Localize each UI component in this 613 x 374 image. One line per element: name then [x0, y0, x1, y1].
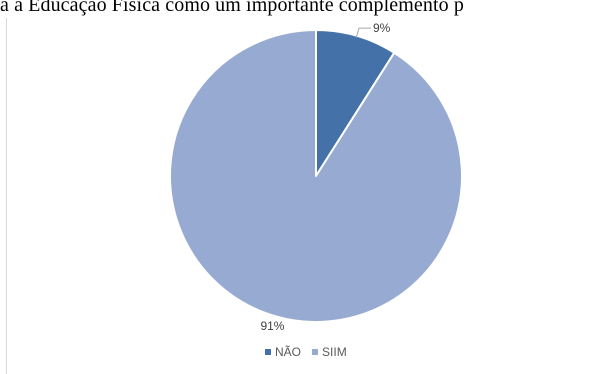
pie-slices: [169, 29, 463, 323]
pie-slice-siim: [169, 29, 463, 323]
chart-title: a a Educação Física como um importante c…: [0, 0, 464, 16]
legend-label-siim: SIIM: [322, 345, 347, 359]
legend-swatch-nao: [265, 349, 271, 355]
chart-frame: [6, 18, 612, 374]
legend: NÃO SIIM: [265, 345, 358, 359]
legend-item-siim: SIIM: [312, 345, 347, 359]
data-label-nao: 9%: [373, 21, 391, 35]
legend-item-nao: NÃO: [265, 345, 301, 359]
pie-data-labels: 9% 91%: [260, 21, 390, 333]
data-label-siim: 91%: [260, 319, 284, 333]
leader-line: [355, 27, 371, 38]
legend-label-nao: NÃO: [275, 345, 302, 359]
legend-swatch-siim: [312, 349, 319, 355]
